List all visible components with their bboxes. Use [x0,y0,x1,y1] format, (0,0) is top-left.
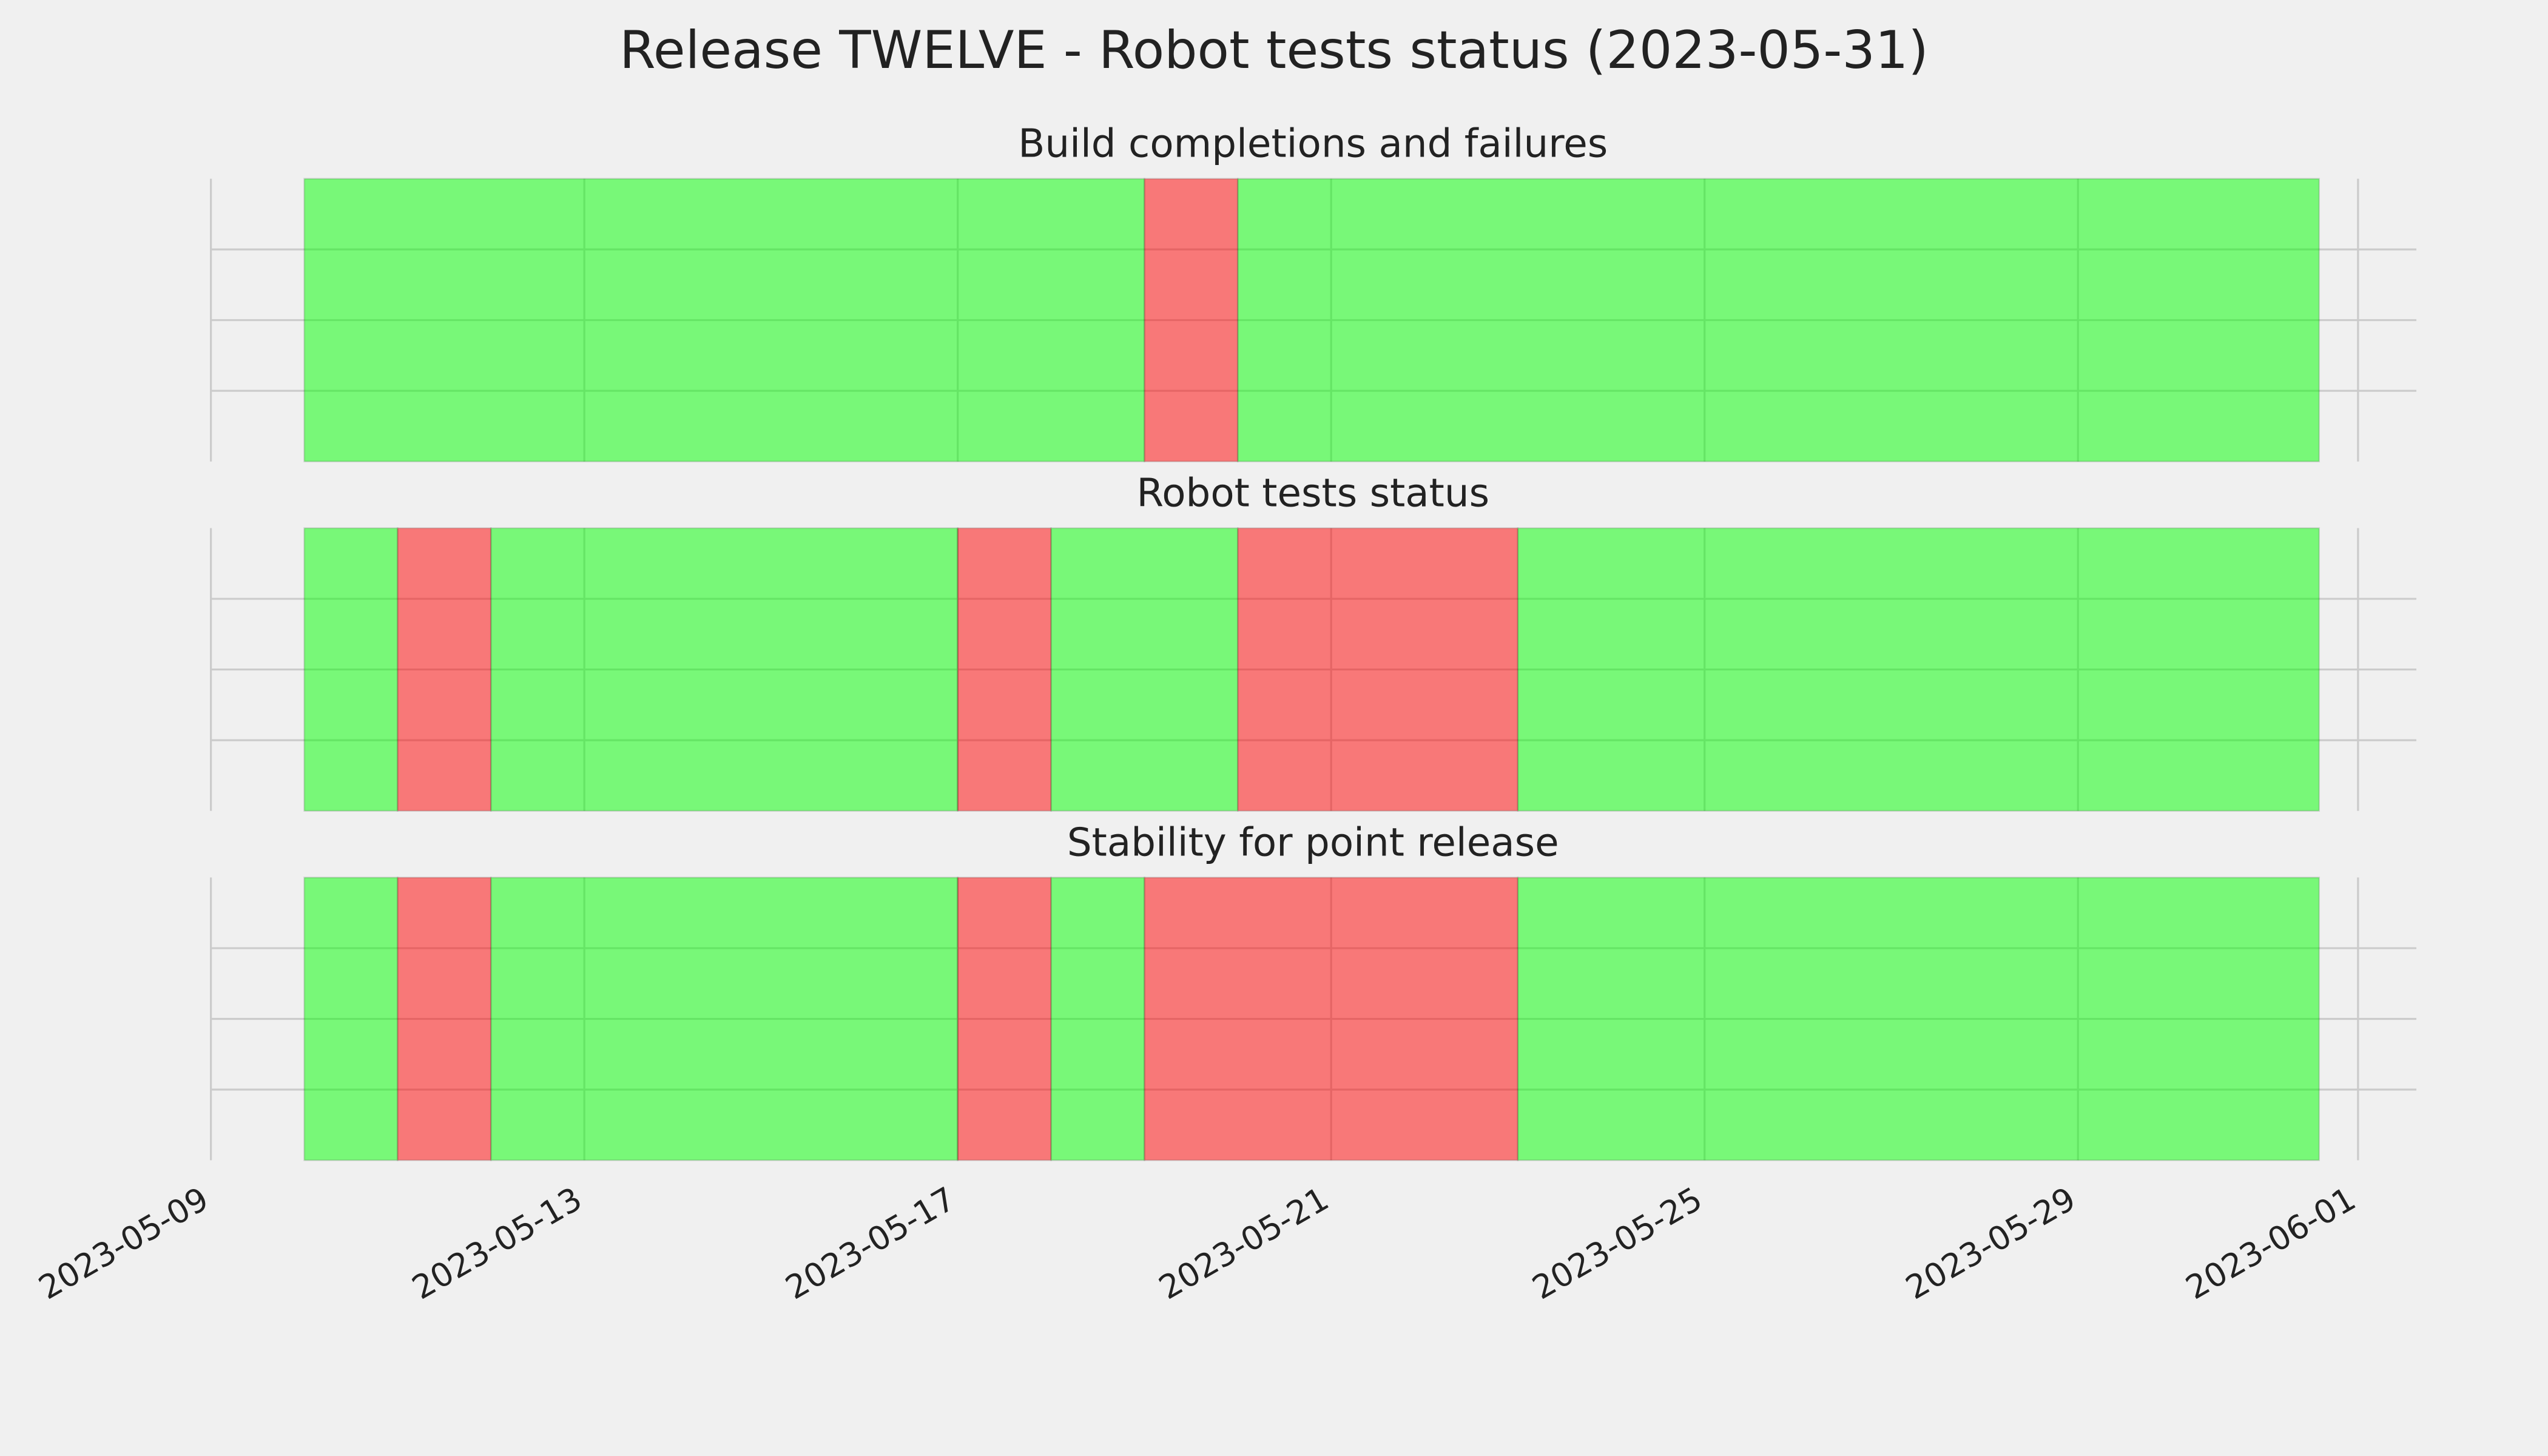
x-tick-label: 2023-05-21 [1153,1179,1335,1307]
subplot-title: Stability for point release [1067,820,1559,865]
status-span [303,527,399,812]
status-span [957,877,1052,1161]
x-tick-label: 2023-05-13 [406,1179,588,1307]
chart-title: Release TWELVE - Robot tests status (202… [619,20,1929,81]
status-span [1050,877,1145,1161]
status-span [397,877,492,1161]
x-tick-label: 2023-05-29 [1899,1179,2082,1307]
status-span [1144,178,1239,463]
status-span [1517,877,2320,1161]
x-tick-label: 2023-05-09 [32,1179,215,1307]
status-span [490,877,959,1161]
status-span [1517,527,2320,812]
status-span [1144,877,1519,1161]
status-span [957,527,1052,812]
status-span [1050,527,1239,812]
status-span [303,877,399,1161]
status-span [303,178,1145,463]
status-span [490,527,959,812]
x-tick-label: 2023-05-25 [1526,1179,1708,1307]
subplot-title: Build completions and failures [1018,121,1608,167]
subplot-title: Robot tests status [1136,471,1489,516]
x-tick-label: 2023-06-01 [2179,1179,2362,1307]
status-span [1236,178,2320,463]
x-tick-label: 2023-05-17 [779,1179,962,1307]
status-span [397,527,492,812]
status-span [1236,527,1519,812]
